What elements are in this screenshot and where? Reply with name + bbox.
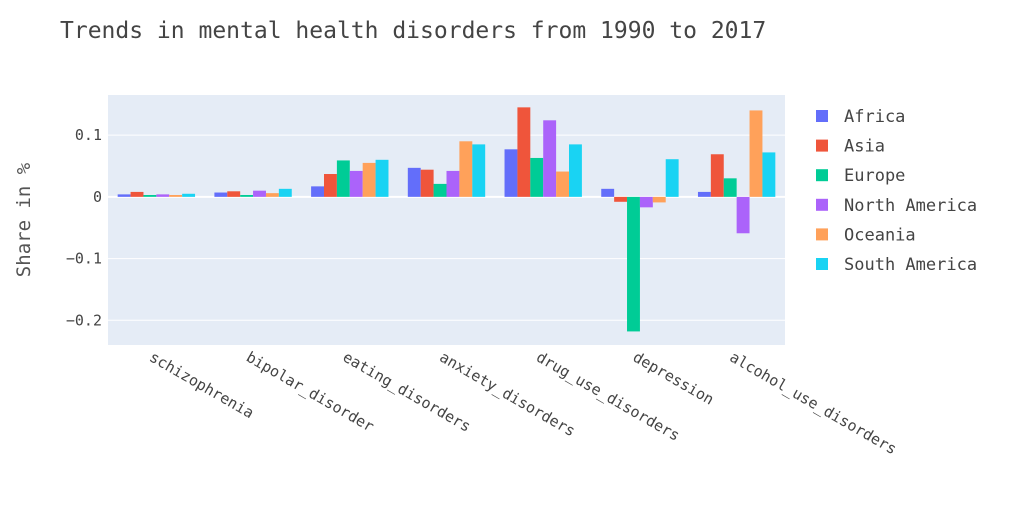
legend-swatch[interactable] xyxy=(816,258,828,270)
bar-anxiety-disorders-africa[interactable] xyxy=(407,167,421,197)
bar-drug-use-disorders-africa[interactable] xyxy=(504,149,518,197)
bar-depression-oceania[interactable] xyxy=(652,196,666,203)
bar-depression-europe[interactable] xyxy=(627,196,640,332)
y-tick-label: 0 xyxy=(93,188,102,206)
bar-bipolar-disorder-south-america[interactable] xyxy=(278,188,292,197)
bar-alcohol-use-disorders-oceania[interactable] xyxy=(749,110,763,197)
chart-title: Trends in mental health disorders from 1… xyxy=(60,18,766,44)
bar-anxiety-disorders-asia[interactable] xyxy=(420,169,434,197)
x-tick-label: alcohol_use_disorders xyxy=(727,348,900,458)
bar-depression-africa[interactable] xyxy=(601,188,615,197)
legend-swatch[interactable] xyxy=(816,198,828,211)
bar-drug-use-disorders-europe[interactable] xyxy=(530,157,544,197)
bar-schizophrenia-europe[interactable] xyxy=(143,195,157,197)
y-axis-label: Share in % xyxy=(13,162,35,277)
x-tick-label: depression xyxy=(630,348,717,409)
bar-bipolar-disorder-oceania[interactable] xyxy=(265,193,279,197)
bar-eating-disorders-europe[interactable] xyxy=(336,160,350,197)
bar-bipolar-disorder-europe[interactable] xyxy=(240,195,254,197)
bar-eating-disorders-oceania[interactable] xyxy=(362,162,376,197)
y-tick-label: −0.2 xyxy=(66,311,102,329)
y-tick-label: −0.1 xyxy=(66,250,102,268)
bar-schizophrenia-north-america[interactable] xyxy=(156,194,170,197)
bar-drug-use-disorders-south-america[interactable] xyxy=(569,144,582,197)
bar-eating-disorders-africa[interactable] xyxy=(311,186,324,197)
legend-label[interactable]: Asia xyxy=(844,137,885,157)
bar-schizophrenia-africa[interactable] xyxy=(117,194,131,197)
bar-drug-use-disorders-asia[interactable] xyxy=(517,107,531,197)
legend-swatch[interactable] xyxy=(816,169,828,182)
bar-alcohol-use-disorders-africa[interactable] xyxy=(697,191,711,197)
bar-depression-asia[interactable] xyxy=(614,196,628,202)
x-axis-ticks: schizophreniabipolar_disordereating_diso… xyxy=(146,348,900,458)
legend: Africa Asia Europe North America Oceania Sout… xyxy=(816,107,977,275)
bar-drug-use-disorders-north-america[interactable] xyxy=(543,120,557,197)
y-axis-ticks: 0.1 0 −0.1 −0.2 xyxy=(66,126,102,329)
bar-eating-disorders-south-america[interactable] xyxy=(375,159,389,197)
legend-swatch[interactable] xyxy=(816,110,828,122)
bar-schizophrenia-asia[interactable] xyxy=(130,191,144,197)
bar-bipolar-disorder-asia[interactable] xyxy=(227,191,241,197)
bar-bipolar-disorder-north-america[interactable] xyxy=(253,190,266,197)
y-tick-label: 0.1 xyxy=(75,126,102,144)
bar-drug-use-disorders-oceania[interactable] xyxy=(556,171,570,197)
legend-label[interactable]: Africa xyxy=(844,107,905,127)
bars xyxy=(117,107,776,332)
plot-area xyxy=(108,95,785,345)
legend-label[interactable]: South America xyxy=(844,255,977,275)
bar-alcohol-use-disorders-europe[interactable] xyxy=(723,178,737,197)
legend-swatch[interactable] xyxy=(816,228,828,241)
bar-alcohol-use-disorders-asia[interactable] xyxy=(710,154,724,197)
bar-eating-disorders-asia[interactable] xyxy=(324,174,337,197)
gridlines xyxy=(108,134,785,321)
bar-anxiety-disorders-north-america[interactable] xyxy=(446,170,460,197)
bar-schizophrenia-oceania[interactable] xyxy=(169,195,183,197)
bar-anxiety-disorders-south-america[interactable] xyxy=(472,144,486,197)
legend-label[interactable]: Oceania xyxy=(844,225,916,245)
x-tick-label: schizophrenia xyxy=(146,348,257,422)
bar-anxiety-disorders-oceania[interactable] xyxy=(459,141,473,197)
bar-schizophrenia-south-america[interactable] xyxy=(182,193,196,197)
bar-depression-south-america[interactable] xyxy=(665,159,679,197)
legend-label[interactable]: North America xyxy=(844,196,977,216)
bar-eating-disorders-north-america[interactable] xyxy=(349,170,363,197)
bar-bipolar-disorder-africa[interactable] xyxy=(214,192,228,197)
bar-alcohol-use-disorders-south-america[interactable] xyxy=(762,152,776,197)
legend-label[interactable]: Europe xyxy=(844,166,905,186)
legend-swatch[interactable] xyxy=(816,139,828,152)
bar-depression-north-america[interactable] xyxy=(639,196,653,208)
bar-anxiety-disorders-europe[interactable] xyxy=(433,183,447,197)
bar-alcohol-use-disorders-north-america[interactable] xyxy=(736,196,750,234)
